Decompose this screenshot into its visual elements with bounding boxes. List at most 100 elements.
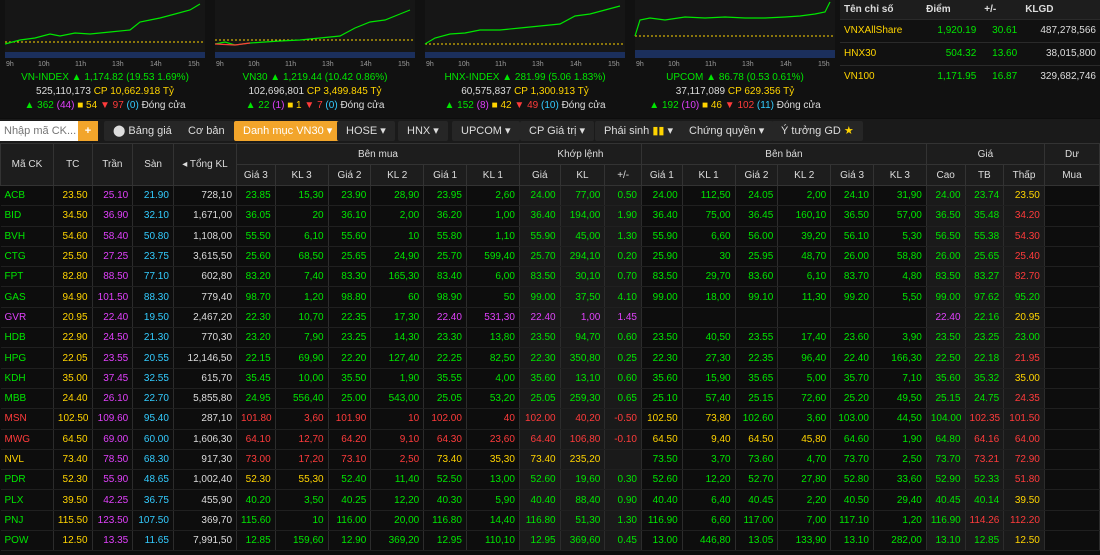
symbol-cell[interactable]: FPT bbox=[0, 266, 54, 288]
bid-vol-3-cell: 6,10 bbox=[275, 226, 329, 247]
tab-chung-quyen[interactable]: Chứng quyền ▾ bbox=[680, 121, 774, 141]
table-row[interactable]: NVL 73.40 78.50 68.30 917,30 73.00 17,20 73.10 2… bbox=[0, 449, 1100, 471]
subheader-remain-buy[interactable]: Mua bbox=[1043, 164, 1100, 186]
summary-row[interactable]: VN100 1,171.95 16.87 329,682,746 bbox=[840, 64, 1100, 88]
subheader-ask-price-1[interactable]: Giá 1 bbox=[641, 164, 683, 186]
avg-cell: 35.48 bbox=[965, 205, 1005, 227]
summary-row[interactable]: VNXAllShare 1,920.19 30.61 487,278,566 bbox=[840, 18, 1100, 42]
symbol-cell[interactable]: PLX bbox=[0, 489, 54, 511]
bid-price-3-cell: 12.85 bbox=[236, 530, 276, 552]
summary-row[interactable]: HNX30 504.32 13.60 38,015,800 bbox=[840, 41, 1100, 65]
index-card-upcom[interactable]: 9h 10h 11h 13h 14h 15h UPCOM ▲ 86.78 (0.53 0.… bbox=[630, 0, 840, 118]
subheader-ask-price-2[interactable]: Giá 2 bbox=[734, 164, 779, 186]
ceiling-count: (1) bbox=[272, 100, 285, 111]
reference-cell: 35.00 bbox=[53, 368, 93, 389]
table-row[interactable]: HPG 22.05 23.55 20.55 12,146,50 22.15 69,90 22.… bbox=[0, 347, 1100, 369]
ask-price-1-cell: 22.30 bbox=[641, 347, 683, 369]
symbol-cell[interactable]: GVR bbox=[0, 307, 54, 329]
svg-text:10h: 10h bbox=[458, 61, 470, 68]
tab-hnx[interactable]: HNX ▾ bbox=[398, 121, 448, 141]
subheader-bid-vol-2[interactable]: KL 2 bbox=[370, 164, 425, 186]
index-card-vnindex[interactable]: 9h 10h 11h 13h 14h 15h VN-INDEX ▲ 1,174.82 (1… bbox=[0, 0, 210, 118]
subheader-match-price[interactable]: Giá bbox=[518, 164, 561, 186]
table-row[interactable]: FPT 82.80 88.50 77.10 602,80 83.20 7,40 83.30 16… bbox=[0, 266, 1100, 288]
table-row[interactable]: BID 34.50 36.90 32.10 1,671,00 36.05 20 36.10 2,… bbox=[0, 205, 1100, 227]
subheader-ask-vol-3[interactable]: KL 3 bbox=[872, 164, 927, 186]
table-row[interactable]: MSN 102.50 109.60 95.40 287,10 101.80 3,60 101.… bbox=[0, 408, 1100, 430]
symbol-cell[interactable]: POW bbox=[0, 530, 54, 552]
table-row[interactable]: GAS 94.90 101.50 88.30 779,40 98.70 1,20 98.80 6… bbox=[0, 286, 1100, 308]
table-row[interactable]: HDB 22.90 24.50 21.30 770,30 23.20 7,90 23.25 14… bbox=[0, 327, 1100, 349]
low-cell: 72.90 bbox=[1003, 449, 1045, 471]
ask-price-2-cell: 64.50 bbox=[735, 429, 779, 450]
symbol-cell[interactable]: MWG bbox=[0, 429, 54, 450]
symbol-cell[interactable]: HPG bbox=[0, 347, 54, 369]
table-row[interactable]: ACB 23.50 25.10 21.90 728,10 23.85 15,30 23.90 2… bbox=[0, 185, 1100, 207]
table-row[interactable]: POW 12.50 13.35 11.65 7,991,50 12.85 159,60 12.… bbox=[0, 530, 1100, 552]
table-row[interactable]: MBB 24.40 26.10 22.70 5,855,80 24.95 556,40 25.… bbox=[0, 388, 1100, 410]
ask-price-2-cell: 23.55 bbox=[735, 327, 779, 349]
tab-upcom[interactable]: UPCOM ▾ bbox=[452, 121, 520, 141]
header-floor[interactable]: Sàn bbox=[132, 143, 174, 186]
tab-y-tuong-gd[interactable]: Ý tưởng GD ★ bbox=[772, 121, 863, 141]
table-row[interactable]: KDH 35.00 37.45 32.55 615,70 35.45 10,00 35.50 1… bbox=[0, 368, 1100, 389]
price-board-toggle[interactable]: ⬤ Bảng giá bbox=[104, 121, 181, 141]
tab-hose[interactable]: HOSE ▾ bbox=[337, 121, 395, 141]
bid-vol-1-cell: 53,20 bbox=[466, 388, 520, 410]
tab-danh-muc-vn30[interactable]: Danh mục VN30 ▾ bbox=[234, 121, 342, 141]
subheader-bid-vol-1[interactable]: KL 1 bbox=[465, 164, 520, 186]
symbol-cell[interactable]: HDB bbox=[0, 327, 54, 349]
symbol-cell[interactable]: BID bbox=[0, 205, 54, 227]
tab-co-ban[interactable]: Cơ bản bbox=[179, 121, 234, 141]
subheader-bid-price-3[interactable]: Giá 3 bbox=[236, 164, 276, 186]
symbol-search-input[interactable] bbox=[0, 121, 78, 141]
subheader-ask-vol-2[interactable]: KL 2 bbox=[777, 164, 832, 186]
subheader-ask-vol-1[interactable]: KL 1 bbox=[681, 164, 736, 186]
table-row[interactable]: PNJ 115.50 123.50 107.50 369,70 115.60 10 116.0… bbox=[0, 510, 1100, 532]
symbol-cell[interactable]: NVL bbox=[0, 449, 54, 471]
index-card-hnx[interactable]: 9h 10h 11h 13h 14h 15h HNX-INDEX ▲ 281.99 (5.… bbox=[420, 0, 630, 118]
add-symbol-button[interactable]: + bbox=[78, 121, 98, 141]
table-row[interactable]: GVR 20.95 22.40 19.50 2,467,20 22.30 10,70 22.3… bbox=[0, 307, 1100, 329]
svg-text:13h: 13h bbox=[322, 61, 334, 68]
table-row[interactable]: CTG 25.50 27.25 23.75 3,615,50 25.60 68,50 25.6… bbox=[0, 246, 1100, 268]
symbol-cell[interactable]: GAS bbox=[0, 286, 54, 308]
subheader-bid-vol-3[interactable]: KL 3 bbox=[274, 164, 329, 186]
subheader-bid-price-1[interactable]: Giá 1 bbox=[423, 164, 467, 186]
symbol-cell[interactable]: PNJ bbox=[0, 510, 54, 532]
ask-price-1-cell bbox=[641, 307, 683, 329]
bid-vol-2-cell: 60 bbox=[370, 286, 425, 308]
header-reference[interactable]: TC bbox=[52, 143, 93, 186]
symbol-cell[interactable]: CTG bbox=[0, 246, 54, 268]
table-row[interactable]: MWG 64.50 69.00 60.00 1,606,30 64.10 12,70 64.2… bbox=[0, 429, 1100, 450]
index-card-vn30[interactable]: 9h 10h 11h 13h 14h 15h VN30 ▲ 1,219.44 (10.42… bbox=[210, 0, 420, 118]
symbol-cell[interactable]: PDR bbox=[0, 469, 54, 491]
subheader-avg[interactable]: TB bbox=[964, 164, 1005, 186]
subheader-match-change[interactable]: +/- bbox=[604, 164, 642, 186]
subheader-bid-price-2[interactable]: Giá 2 bbox=[327, 164, 372, 186]
ask-vol-2-cell: 2,00 bbox=[777, 185, 832, 207]
floor-cell: 11.65 bbox=[132, 530, 174, 552]
symbol-cell[interactable]: MSN bbox=[0, 408, 54, 430]
header-total-volume[interactable]: ◂ Tổng KL bbox=[172, 143, 238, 186]
total-volume-cell: 1,002,40 bbox=[173, 469, 238, 491]
header-symbol[interactable]: Mã CK bbox=[0, 143, 54, 186]
symbol-cell[interactable]: BVH bbox=[0, 226, 54, 247]
subheader-ask-price-3[interactable]: Giá 3 bbox=[830, 164, 874, 186]
subheader-match-vol[interactable]: KL bbox=[559, 164, 606, 186]
tab-cp-gia-tri[interactable]: CP Giá trị ▾ bbox=[520, 121, 595, 141]
subheader-low[interactable]: Thấp bbox=[1003, 164, 1045, 186]
tab-phai-sinh[interactable]: Phái sinh ▮▮ ▾ bbox=[595, 121, 683, 141]
floor-cell: 19.50 bbox=[132, 307, 174, 329]
bid-price-2-cell: 35.50 bbox=[328, 368, 372, 389]
table-row[interactable]: BVH 54.60 58.40 50.80 1,108,00 55.50 6,10 55.60… bbox=[0, 226, 1100, 247]
header-ceiling[interactable]: Trần bbox=[91, 143, 134, 186]
table-row[interactable]: PDR 52.30 55.90 48.65 1,002,40 52.30 55,30 52.4… bbox=[0, 469, 1100, 491]
toolbar: + ⬤ Bảng giá Cơ bản Danh mục VN30 ▾ HOSE… bbox=[0, 119, 1100, 143]
match-change-cell: 0.30 bbox=[604, 469, 642, 491]
symbol-cell[interactable]: KDH bbox=[0, 368, 54, 389]
subheader-high[interactable]: Cao bbox=[925, 164, 966, 186]
table-row[interactable]: PLX 39.50 42.25 36.75 455,90 40.20 3,50 40.25 12… bbox=[0, 489, 1100, 511]
symbol-cell[interactable]: MBB bbox=[0, 388, 54, 410]
symbol-cell[interactable]: ACB bbox=[0, 185, 54, 207]
